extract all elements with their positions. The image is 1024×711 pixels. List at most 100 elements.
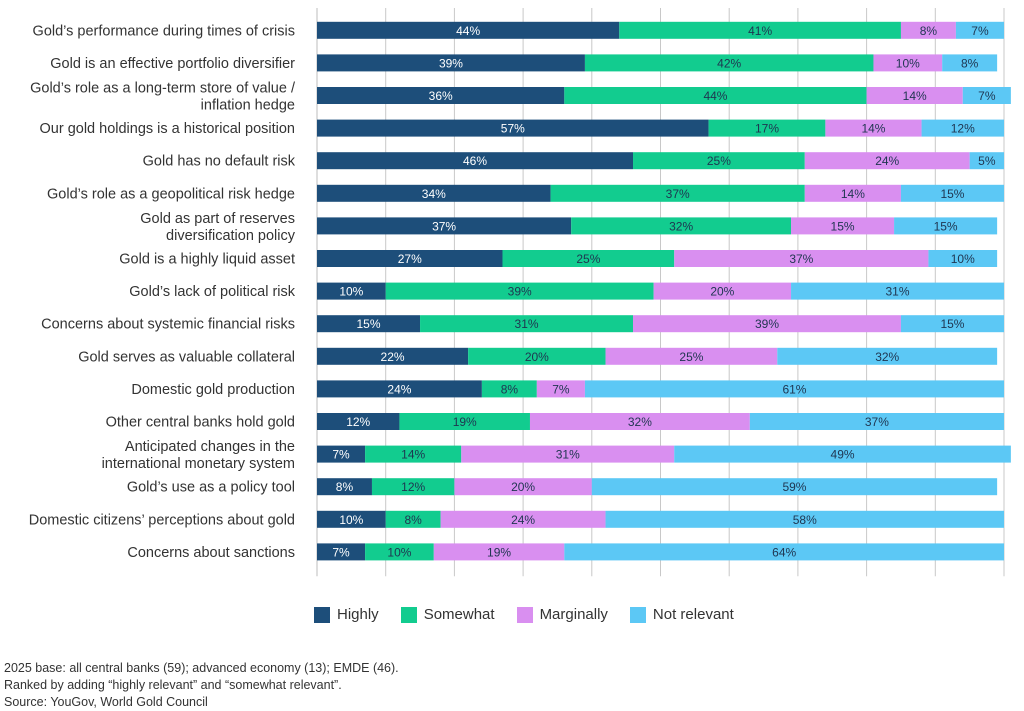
bar-segment-somewhat — [365, 445, 462, 463]
category-label: Concerns about sanctions — [127, 545, 295, 561]
stacked-bar-chart: Gold’s performance during times of crisi… — [29, 8, 1011, 577]
data-label: 12% — [346, 415, 370, 429]
data-label: 10% — [339, 285, 363, 299]
bar-segment-somewhat — [584, 54, 874, 72]
category-label: Other central banks hold gold — [106, 415, 295, 431]
bar-segment-highly — [317, 347, 469, 365]
data-label: 5% — [978, 154, 996, 168]
data-label: 25% — [576, 252, 600, 266]
bar-segment-highly — [317, 87, 565, 104]
legend-item-highly: Highly — [314, 606, 379, 623]
data-label: 31% — [556, 448, 580, 462]
data-label: 44% — [703, 89, 727, 103]
data-label: 7% — [332, 545, 350, 559]
category-label: Gold is a highly liquid asset — [119, 252, 295, 268]
data-label: 17% — [755, 122, 779, 136]
data-label: 24% — [387, 382, 411, 396]
data-label: 31% — [885, 285, 909, 299]
bar-segment-highly — [317, 510, 386, 528]
bar-segment-not-relevant — [591, 478, 998, 496]
legend-label-somewhat: Somewhat — [423, 606, 495, 623]
data-label: 37% — [666, 187, 690, 201]
bar-segment-highly — [317, 119, 709, 137]
data-label: 8% — [501, 382, 519, 396]
bar-segment-marginally — [440, 510, 606, 528]
category-label: Gold serves as valuable collateral — [78, 349, 295, 365]
bar-segment-not-relevant — [674, 445, 1011, 463]
bar-segment-marginally — [804, 184, 901, 202]
bar-segment-not-relevant — [584, 380, 1004, 398]
bar-segment-not-relevant — [921, 119, 1004, 137]
bar-segment-somewhat — [420, 315, 634, 333]
bar-segment-highly — [317, 152, 634, 170]
bar-segment-marginally — [825, 119, 922, 137]
data-label: 14% — [903, 89, 927, 103]
bar-segment-not-relevant — [900, 184, 1004, 202]
bar-segment-marginally — [536, 380, 585, 398]
legend-item-not-relevant: Not relevant — [629, 606, 734, 623]
bar-segment-highly — [317, 543, 366, 561]
chart-canvas: Gold’s performance during times of crisi… — [29, 8, 1011, 577]
data-label: 58% — [793, 513, 817, 527]
data-label: 49% — [831, 448, 855, 462]
category-label: Gold as part of reserves diversification … — [140, 211, 295, 244]
data-label: 42% — [717, 56, 741, 70]
bar-segment-highly — [317, 184, 551, 202]
legend-label-highly: Highly — [337, 606, 379, 623]
data-label: 27% — [398, 252, 422, 266]
bar-segment-not-relevant — [749, 413, 1004, 430]
data-label: 15% — [357, 317, 381, 331]
data-label: 10% — [387, 545, 411, 559]
category-label: Gold’s performance during times of crisi… — [33, 23, 295, 39]
bar-segment-marginally — [529, 413, 750, 430]
chart-legend: Highly Somewhat Marginally Not relevant — [314, 606, 756, 623]
data-label: 10% — [896, 56, 920, 70]
bar-segment-not-relevant — [564, 543, 1004, 561]
bar-segment-somewhat — [633, 152, 805, 170]
legend-item-somewhat: Somewhat — [400, 606, 495, 623]
data-label: 32% — [628, 415, 652, 429]
data-label: 7% — [971, 24, 989, 38]
data-label: 19% — [487, 545, 511, 559]
data-label: 37% — [789, 252, 813, 266]
bar-segment-somewhat — [502, 250, 675, 267]
bar-segment-somewhat — [385, 282, 654, 300]
bar-segment-highly — [317, 478, 372, 496]
data-label: 31% — [515, 317, 539, 331]
data-label: 64% — [772, 545, 796, 559]
bar-segment-marginally — [653, 282, 792, 300]
data-label: 20% — [710, 285, 734, 299]
bar-segment-somewhat — [708, 119, 826, 137]
bar-segment-marginally — [433, 543, 565, 561]
bar-segment-highly — [317, 250, 503, 267]
data-label: 32% — [669, 219, 693, 233]
category-label: Gold has no default risk — [143, 154, 296, 170]
data-label: 25% — [707, 154, 731, 168]
data-label: 12% — [401, 480, 425, 494]
bar-segment-not-relevant — [605, 510, 1004, 528]
bar-segment-somewhat — [619, 21, 901, 39]
bar-segment-not-relevant — [777, 347, 998, 365]
base-note: 2025 base: all central banks (59); advan… — [4, 661, 399, 675]
bar-segment-not-relevant — [962, 87, 1011, 104]
ranking-note: Ranked by adding “highly relevant” and “… — [4, 678, 342, 692]
bar-segment-highly — [317, 21, 620, 39]
data-label: 8% — [920, 24, 938, 38]
bar-segment-not-relevant — [969, 152, 1004, 170]
bar-segment-marginally — [605, 347, 778, 365]
data-label: 8% — [336, 480, 354, 494]
bar-segment-not-relevant — [942, 54, 998, 72]
data-label: 24% — [875, 154, 899, 168]
bar-segment-somewhat — [399, 413, 530, 430]
bar-segment-not-relevant — [894, 217, 998, 235]
bar-segment-highly — [317, 282, 386, 300]
data-label: 39% — [508, 285, 532, 299]
category-label: Gold is an effective portfolio diversifi… — [50, 56, 295, 72]
data-label: 10% — [951, 252, 975, 266]
data-label: 7% — [978, 89, 996, 103]
data-label: 36% — [429, 89, 453, 103]
data-label: 7% — [332, 448, 350, 462]
bar-segment-somewhat — [564, 87, 867, 104]
data-label: 10% — [339, 513, 363, 527]
bar-segment-marginally — [461, 445, 675, 463]
